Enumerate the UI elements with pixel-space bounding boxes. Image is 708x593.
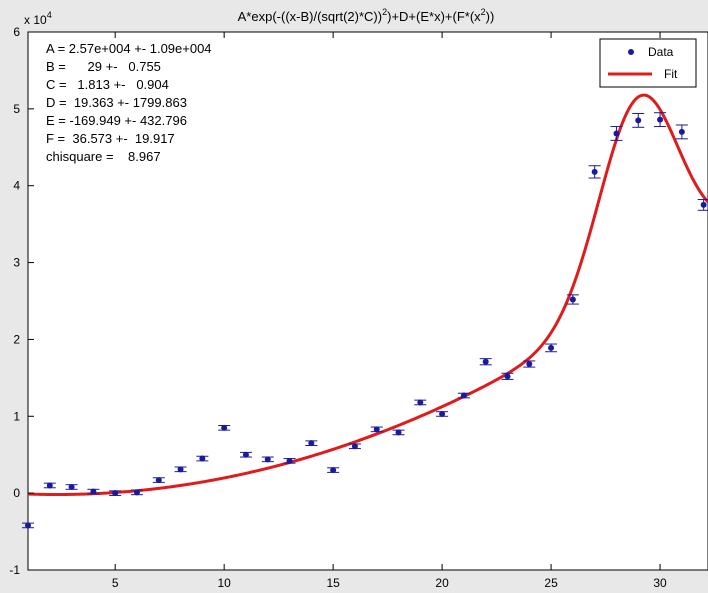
data-point [348, 443, 361, 450]
x-tick-label: 25 [544, 576, 558, 590]
param-a: A = 2.57e+004 +- 1.09e+004 [46, 41, 212, 56]
plot-area [27, 31, 708, 571]
data-marker [286, 457, 293, 464]
x-tick-label: 10 [217, 576, 231, 590]
data-point [436, 410, 449, 417]
data-point [654, 112, 667, 128]
data-point [457, 392, 470, 399]
x-tick-label: 5 [112, 576, 119, 590]
data-point [370, 426, 383, 433]
data-point [283, 457, 296, 464]
data-marker [678, 128, 685, 135]
data-marker [90, 488, 97, 495]
data-point [218, 424, 231, 431]
data-marker [591, 168, 598, 175]
param-e: E = -169.949 +- 432.796 [46, 113, 187, 128]
legend-data-marker [628, 49, 634, 55]
data-point [130, 489, 143, 496]
data-marker [330, 467, 337, 474]
y-tick-label: 2 [13, 332, 20, 346]
y-tick-label: 1 [13, 409, 20, 423]
data-point [65, 483, 78, 490]
data-marker [112, 490, 119, 497]
data-marker [569, 296, 576, 303]
param-b: B = 29 +- 0.755 [46, 59, 161, 74]
data-marker [548, 344, 555, 351]
data-point [610, 126, 623, 141]
param-f: F = 36.573 +- 19.917 [46, 131, 175, 146]
legend-data-label: Data [648, 45, 674, 59]
data-marker [242, 451, 249, 458]
data-marker [221, 424, 228, 431]
data-marker [417, 399, 424, 406]
y-tick-label: 4 [13, 179, 20, 193]
legend-box [599, 38, 697, 88]
legend-fit-label: Fit [664, 67, 678, 81]
data-marker [373, 426, 380, 433]
data-point [479, 358, 492, 366]
data-point [43, 482, 56, 489]
data-marker [199, 455, 206, 462]
data-point [588, 165, 601, 179]
data-marker [46, 482, 53, 489]
data-marker [504, 373, 511, 380]
data-point [152, 477, 165, 484]
data-point [545, 343, 558, 353]
data-marker [395, 429, 402, 436]
param-d: D = 19.363 +- 1799.863 [46, 95, 187, 110]
data-marker [657, 116, 664, 123]
data-point [22, 522, 34, 529]
y-tick-label: 5 [13, 102, 20, 116]
data-marker [308, 440, 315, 447]
data-marker [177, 466, 184, 473]
data-point [675, 124, 688, 140]
data-point [196, 455, 209, 462]
data-point [632, 112, 645, 128]
data-point [327, 467, 340, 474]
y-tick-label: 0 [13, 486, 20, 500]
legend: Data Fit [599, 38, 697, 88]
y-tick-label: -1 [9, 563, 20, 577]
data-marker [264, 456, 271, 463]
x-tick-label: 20 [435, 576, 449, 590]
y-tick-label: 6 [13, 25, 20, 39]
data-marker [526, 361, 533, 368]
data-point [109, 490, 122, 497]
data-marker [155, 477, 162, 484]
data-point [414, 399, 427, 406]
y-tick-label: 3 [13, 256, 20, 270]
data-point [566, 294, 579, 305]
param-c: C = 1.813 +- 0.904 [46, 77, 169, 92]
chart-title: A*exp(-((x-B)/(sqrt(2)*C))2)+D+(E*x)+(F*… [238, 7, 495, 24]
data-point [87, 488, 100, 495]
data-point [174, 466, 187, 473]
data-point [392, 429, 405, 436]
tick-layer: 5 10 15 20 25 30 -1 0 1 2 3 4 5 6 [9, 25, 667, 590]
data-marker [25, 522, 31, 529]
data-marker [351, 443, 358, 450]
param-chisquare: chisquare = 8.967 [46, 149, 161, 164]
x-tick-label: 15 [326, 576, 340, 590]
fit-parameters: A = 2.57e+004 +- 1.09e+004 B = 29 +- 0.7… [46, 41, 212, 164]
data-point [239, 451, 252, 458]
data-marker [133, 489, 140, 496]
data-point [261, 456, 274, 463]
data-layer [22, 112, 708, 529]
data-marker [635, 117, 642, 124]
data-marker [700, 201, 707, 208]
data-marker [460, 392, 467, 399]
data-marker [613, 130, 620, 137]
data-point [501, 372, 514, 380]
data-point [523, 360, 536, 368]
data-marker [482, 358, 489, 365]
y-exponent-label: x 104 [24, 10, 52, 27]
data-marker [439, 410, 446, 417]
data-marker [68, 483, 75, 490]
data-point [305, 440, 318, 447]
x-tick-label: 30 [653, 576, 667, 590]
